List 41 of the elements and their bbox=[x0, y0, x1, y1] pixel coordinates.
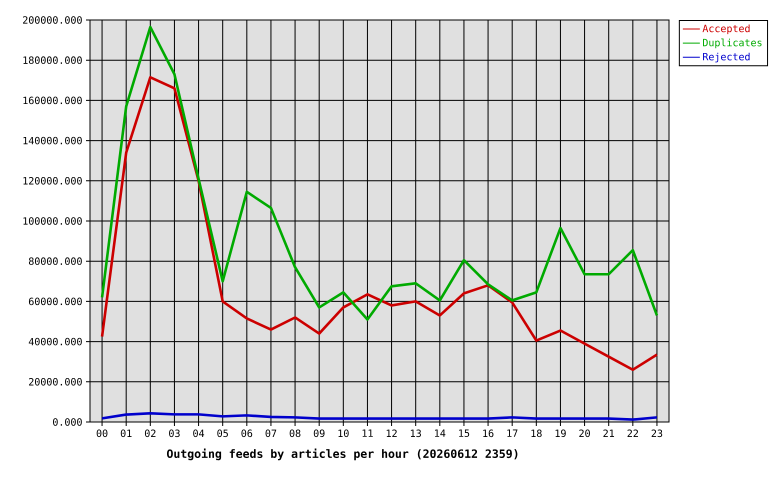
legend-label: Accepted bbox=[702, 24, 750, 34]
x-tick-label: 23 bbox=[652, 430, 662, 438]
x-tick-label: 07 bbox=[266, 430, 276, 438]
x-tick-label: 15 bbox=[459, 430, 470, 437]
y-tick-label: 80000.000 bbox=[28, 257, 82, 265]
x-tick-label: 22 bbox=[628, 430, 638, 437]
y-tick-label: 140000.000 bbox=[23, 136, 82, 144]
x-tick-label: 13 bbox=[410, 430, 421, 438]
legend-label: Duplicates bbox=[703, 38, 762, 48]
x-tick-label: 06 bbox=[241, 430, 252, 438]
x-tick-label: 05 bbox=[217, 430, 228, 438]
x-tick-label: 21 bbox=[603, 430, 614, 437]
y-tick-label: 160000.000 bbox=[23, 96, 82, 104]
y-tick-label: 20000.000 bbox=[29, 378, 82, 386]
x-tick-label: 00 bbox=[96, 430, 108, 438]
x-tick-label: 03 bbox=[169, 430, 180, 438]
x-tick-label: 01 bbox=[120, 430, 132, 438]
line-series bbox=[100, 76, 658, 372]
y-tick-label: 100000.000 bbox=[23, 217, 82, 225]
x-tick-label: 10 bbox=[338, 430, 349, 438]
x-tick-label: 04 bbox=[193, 430, 204, 438]
x-tick-label: 20 bbox=[579, 430, 590, 438]
x-axis-title: Outgoing feeds by articles per hour (20260612 2359) bbox=[166, 448, 518, 460]
y-tick-label: 40000.000 bbox=[28, 338, 82, 346]
x-tick-label: 08 bbox=[290, 430, 300, 438]
x-tick-label: 02 bbox=[144, 430, 156, 438]
x-tick-label: 09 bbox=[314, 430, 325, 438]
x-tick-label: 19 bbox=[556, 430, 566, 438]
x-tick-label: 14 bbox=[435, 430, 446, 437]
x-tick-label: 16 bbox=[483, 430, 494, 438]
legend-label: Rejected bbox=[703, 52, 750, 62]
x-tick-label: 17 bbox=[507, 430, 518, 437]
x-tick-label: 11 bbox=[362, 430, 373, 437]
x-tick-label: 18 bbox=[532, 430, 542, 438]
y-tick-label: 60000.000 bbox=[28, 298, 82, 306]
y-tick-label: 200000.000 bbox=[23, 16, 82, 24]
y-tick-label: 120000.000 bbox=[23, 177, 82, 185]
x-tick-label: 12 bbox=[386, 430, 397, 437]
y-tick-label: 180000.000 bbox=[23, 56, 82, 64]
line-series bbox=[100, 26, 658, 321]
y-tick-label: 0.000 bbox=[53, 418, 82, 426]
